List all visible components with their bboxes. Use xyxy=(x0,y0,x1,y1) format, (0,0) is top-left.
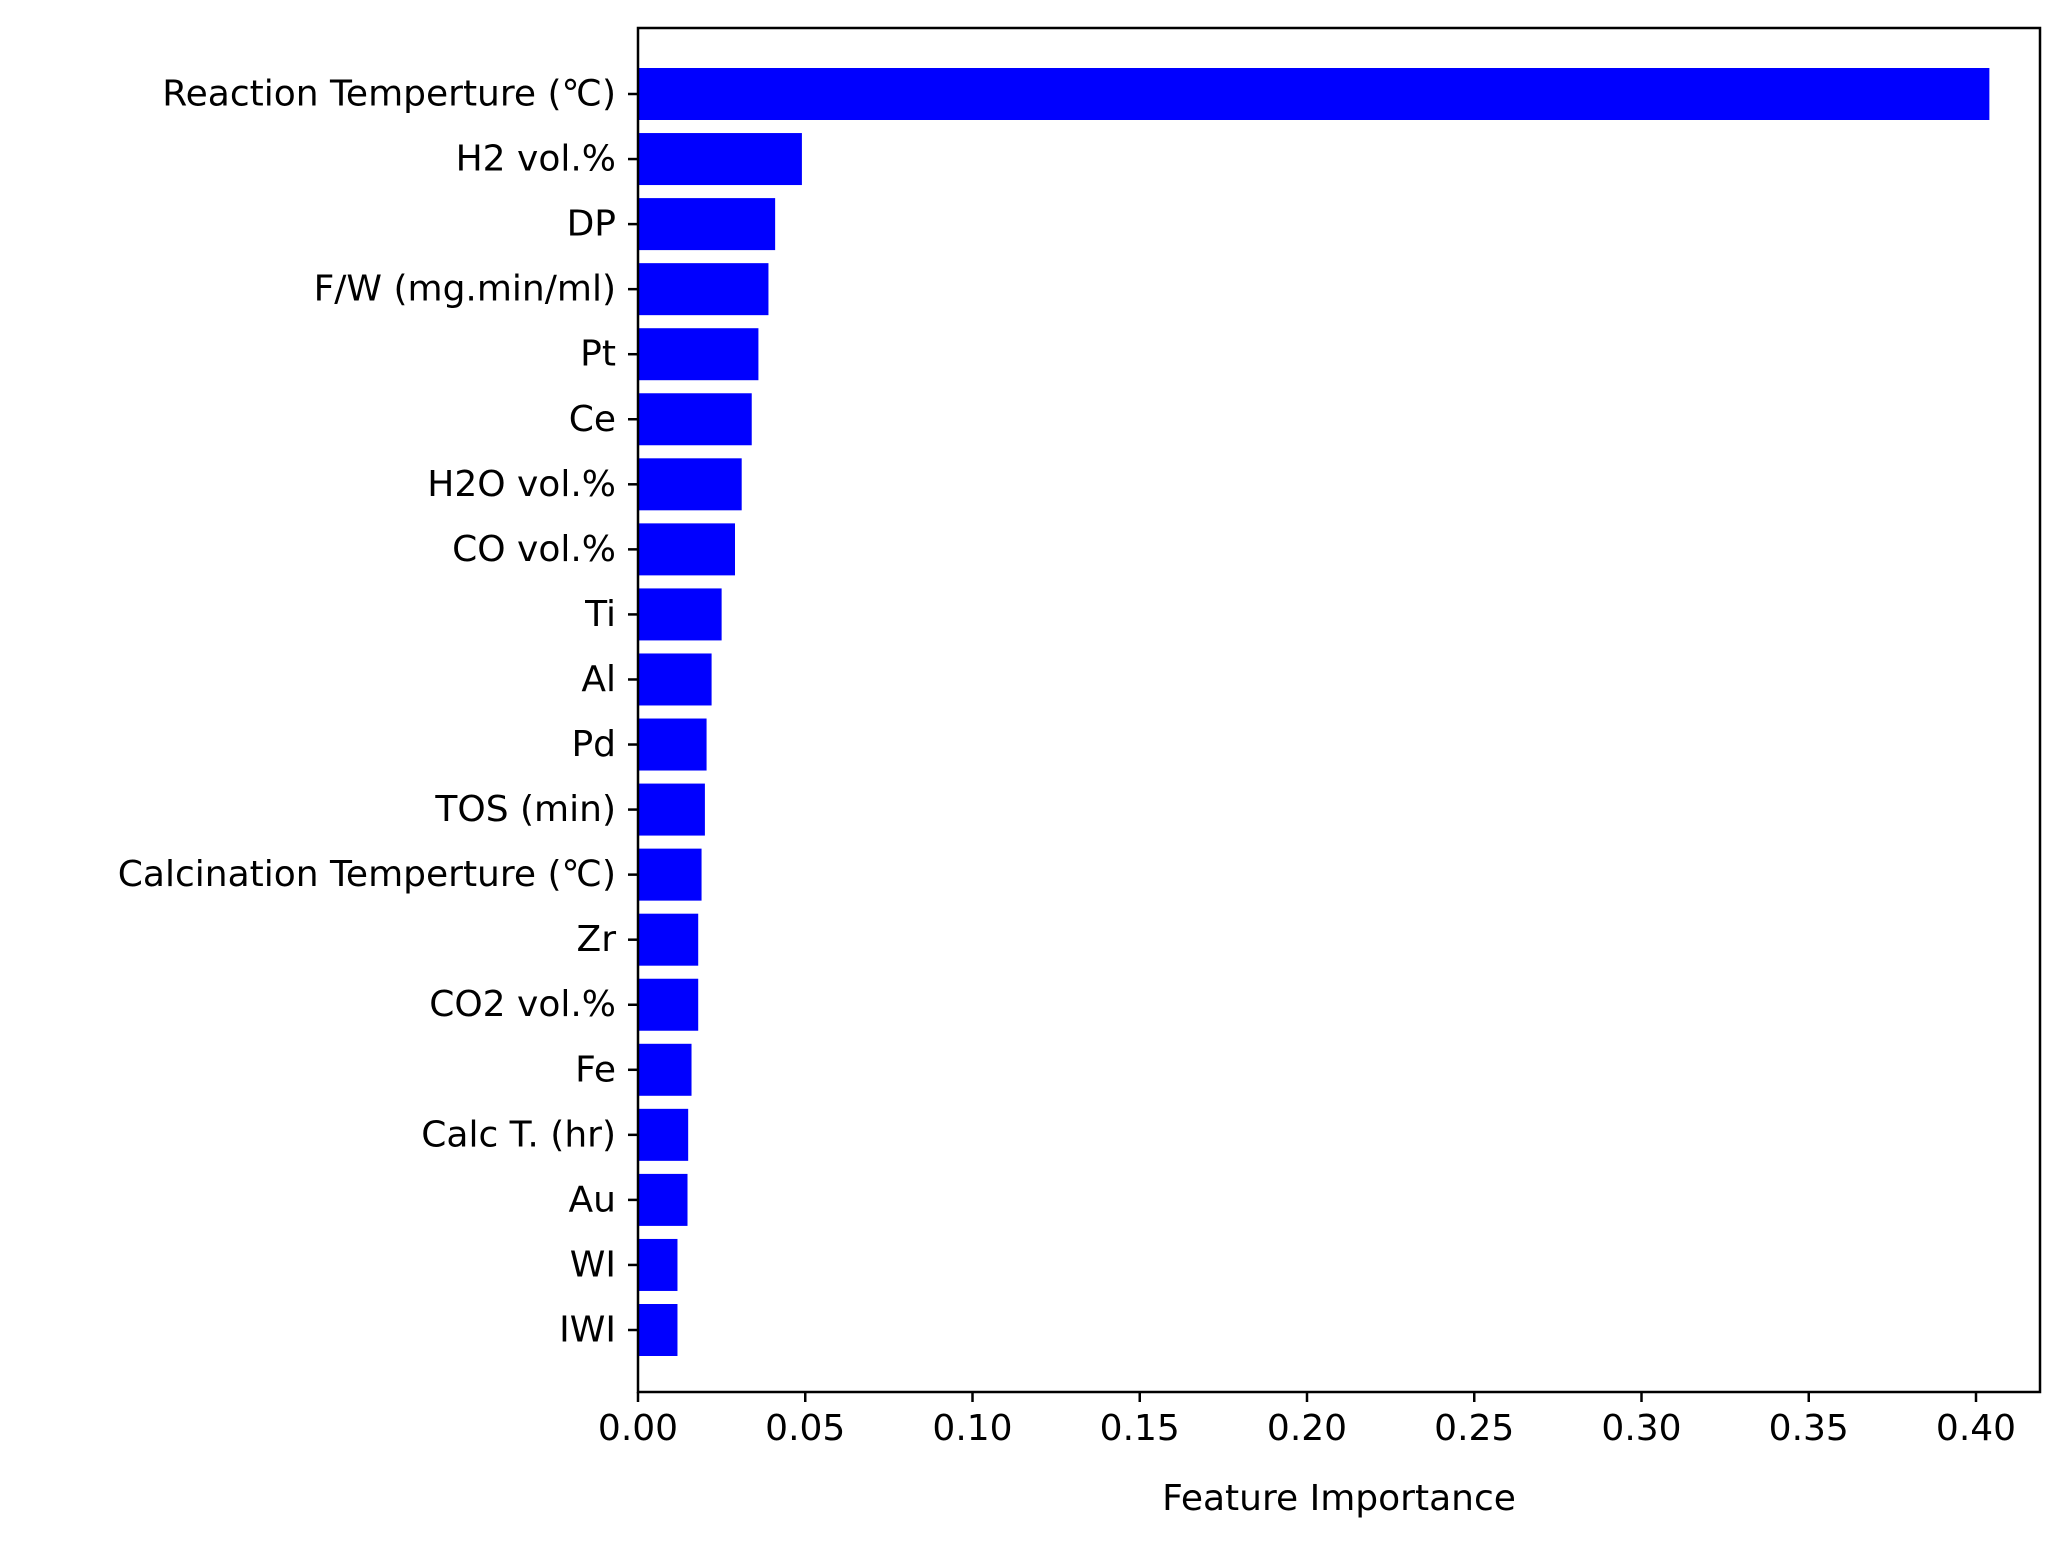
bars-layer xyxy=(638,68,1990,1356)
category-label: Ti xyxy=(584,594,616,635)
bar xyxy=(638,718,707,771)
bar xyxy=(638,198,776,251)
category-label: CO2 vol.% xyxy=(429,984,616,1025)
x-tick-label: 0.00 xyxy=(598,1408,678,1449)
bar xyxy=(638,913,699,966)
bar xyxy=(638,1238,678,1291)
category-label: H2 vol.% xyxy=(456,139,616,180)
category-label: Zr xyxy=(577,919,617,960)
category-label: Al xyxy=(581,659,616,700)
category-label: CO vol.% xyxy=(452,529,616,570)
category-label: Reaction Temperture (℃) xyxy=(162,74,616,115)
bar xyxy=(638,978,699,1031)
category-label: IWI xyxy=(559,1310,616,1351)
bar xyxy=(638,848,702,901)
bar xyxy=(638,263,769,316)
bar xyxy=(638,783,705,836)
bar xyxy=(638,1108,689,1161)
x-tick-label: 0.20 xyxy=(1267,1408,1347,1449)
category-label: Pt xyxy=(580,334,616,375)
category-label: WI xyxy=(570,1244,616,1285)
category-label: Calcination Temperture (℃) xyxy=(118,854,616,895)
x-tick-label: 0.35 xyxy=(1769,1408,1849,1449)
category-label: Au xyxy=(569,1179,616,1220)
x-tick-label: 0.10 xyxy=(932,1408,1012,1449)
x-axis-ticks: 0.00 0.05 0.10 0.15 0.20 0.25 0.30 0.35 0.40 xyxy=(598,1392,2016,1449)
bar xyxy=(638,458,742,511)
bar xyxy=(638,588,722,641)
x-tick-label: 0.25 xyxy=(1434,1408,1514,1449)
bar xyxy=(638,1043,692,1096)
category-label: DP xyxy=(567,204,616,245)
x-tick-label: 0.05 xyxy=(765,1408,845,1449)
bar xyxy=(638,1304,678,1356)
x-tick-label: 0.40 xyxy=(1936,1408,2016,1449)
bar xyxy=(638,523,736,576)
x-tick-label: 0.30 xyxy=(1601,1408,1681,1449)
category-label: F/W (mg.min/ml) xyxy=(314,269,616,310)
category-label: Fe xyxy=(575,1049,616,1090)
x-axis-title: Feature Importance xyxy=(1162,1478,1516,1519)
bar xyxy=(638,1173,688,1226)
category-label: Calc T. (hr) xyxy=(421,1114,616,1155)
bar xyxy=(638,68,1990,120)
category-label: Ce xyxy=(569,399,616,440)
category-label: TOS (min) xyxy=(434,789,616,830)
bar xyxy=(638,133,802,186)
bar xyxy=(638,653,712,706)
bar xyxy=(638,393,752,446)
x-tick-label: 0.15 xyxy=(1100,1408,1180,1449)
category-label: Pd xyxy=(571,724,616,765)
plot-frame xyxy=(636,26,2042,1394)
category-labels: Reaction Temperture (℃) H2 vol.% DP F/W (mg… xyxy=(118,74,638,1351)
bar xyxy=(638,328,759,381)
category-label: H2O vol.% xyxy=(427,464,616,505)
